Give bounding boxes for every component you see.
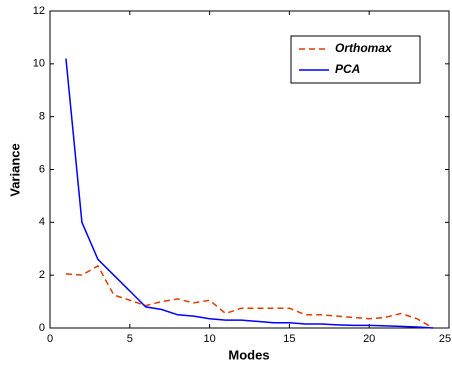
series-line: [65, 58, 434, 329]
legend-box: [290, 35, 421, 84]
x-tick-label: 20: [363, 333, 375, 345]
y-axis-title: Variance: [7, 143, 22, 197]
y-tick-label: 0: [39, 322, 45, 334]
series-line: [65, 264, 434, 329]
x-tick-label: 10: [203, 333, 215, 345]
y-tick-label: 12: [33, 5, 45, 17]
y-tick-label: 6: [39, 163, 45, 175]
x-axis-title: Modes: [228, 347, 269, 362]
x-tick-label: 15: [283, 333, 295, 345]
x-tick-label: 0: [47, 333, 53, 345]
x-tick-label: 5: [127, 333, 133, 345]
y-tick-label: 2: [39, 269, 45, 281]
x-tick-label: 25: [439, 333, 451, 345]
y-tick-label: 10: [33, 58, 45, 70]
y-tick-label: 8: [39, 111, 45, 123]
legend-label: PCA: [335, 62, 360, 76]
legend-label: Orthomax: [335, 41, 393, 55]
y-tick-label: 4: [39, 216, 45, 228]
